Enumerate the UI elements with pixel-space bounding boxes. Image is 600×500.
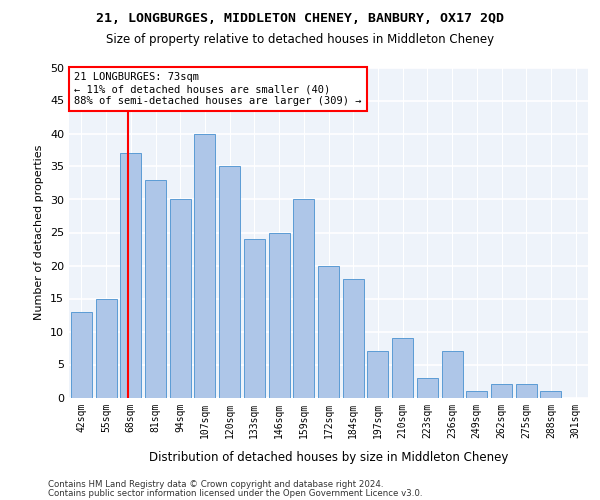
Text: 21, LONGBURGES, MIDDLETON CHENEY, BANBURY, OX17 2QD: 21, LONGBURGES, MIDDLETON CHENEY, BANBUR… bbox=[96, 12, 504, 26]
Text: 21 LONGBURGES: 73sqm
← 11% of detached houses are smaller (40)
88% of semi-detac: 21 LONGBURGES: 73sqm ← 11% of detached h… bbox=[74, 72, 362, 106]
Bar bbox=[442, 352, 463, 398]
Bar bbox=[516, 384, 537, 398]
Bar bbox=[491, 384, 512, 398]
Bar bbox=[71, 312, 92, 398]
Text: Contains HM Land Registry data © Crown copyright and database right 2024.: Contains HM Land Registry data © Crown c… bbox=[48, 480, 383, 489]
Bar bbox=[293, 200, 314, 398]
X-axis label: Distribution of detached houses by size in Middleton Cheney: Distribution of detached houses by size … bbox=[149, 452, 508, 464]
Text: Contains public sector information licensed under the Open Government Licence v3: Contains public sector information licen… bbox=[48, 489, 422, 498]
Bar bbox=[343, 278, 364, 398]
Bar bbox=[170, 200, 191, 398]
Bar bbox=[417, 378, 438, 398]
Bar bbox=[219, 166, 240, 398]
Bar bbox=[318, 266, 339, 398]
Text: Size of property relative to detached houses in Middleton Cheney: Size of property relative to detached ho… bbox=[106, 32, 494, 46]
Bar bbox=[269, 232, 290, 398]
Bar bbox=[95, 298, 116, 398]
Bar bbox=[120, 154, 141, 398]
Bar bbox=[392, 338, 413, 398]
Y-axis label: Number of detached properties: Number of detached properties bbox=[34, 145, 44, 320]
Bar bbox=[367, 352, 388, 398]
Bar bbox=[244, 239, 265, 398]
Bar bbox=[466, 391, 487, 398]
Bar bbox=[194, 134, 215, 398]
Bar bbox=[541, 391, 562, 398]
Bar bbox=[145, 180, 166, 398]
